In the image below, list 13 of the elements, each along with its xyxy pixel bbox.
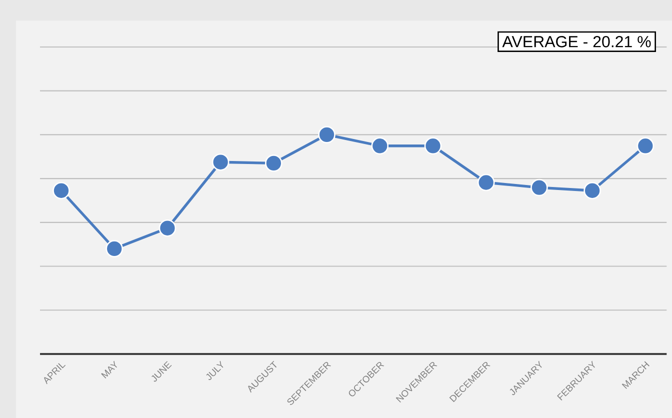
point: [424, 137, 442, 155]
point: [530, 178, 548, 196]
point: [106, 240, 124, 258]
point: [265, 154, 282, 172]
point: [52, 182, 70, 200]
point: [212, 153, 230, 171]
point: [636, 137, 654, 155]
point: [371, 137, 389, 155]
text: AVERAGE - 20.21 %: [502, 36, 651, 48]
point: [318, 126, 336, 144]
point: [158, 219, 176, 237]
point: [584, 182, 601, 200]
point: [477, 174, 495, 192]
